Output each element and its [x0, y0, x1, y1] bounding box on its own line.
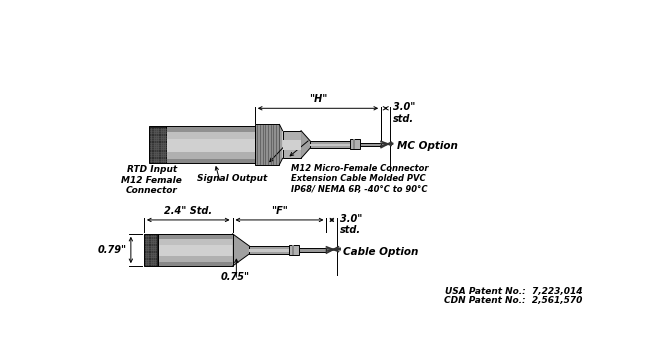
Text: 0.79": 0.79" — [98, 245, 127, 255]
Text: "F": "F" — [271, 206, 288, 216]
Bar — [144, 234, 158, 266]
Bar — [166, 152, 255, 159]
Bar — [291, 245, 294, 255]
Bar — [282, 131, 301, 159]
Bar — [311, 144, 353, 146]
Bar — [158, 256, 232, 262]
Polygon shape — [280, 125, 282, 165]
Bar — [166, 126, 255, 131]
Text: M12 Micro-Female Connector
Extension Cable Molded PVC
IP68/ NEMA 6P, -40°C to 90: M12 Micro-Female Connector Extension Cab… — [291, 164, 428, 193]
Bar — [249, 249, 291, 252]
Text: 0.75": 0.75" — [220, 272, 249, 282]
Bar — [289, 245, 299, 255]
Text: USA Patent No.:  7,223,014: USA Patent No.: 7,223,014 — [445, 287, 583, 296]
Text: MC Option: MC Option — [397, 141, 457, 151]
Bar — [158, 234, 232, 266]
Text: "H": "H" — [309, 95, 327, 105]
Bar — [349, 140, 359, 150]
Polygon shape — [301, 131, 311, 159]
Text: Cable Option: Cable Option — [343, 247, 418, 257]
Text: Signal Output: Signal Output — [197, 174, 268, 183]
Text: CDN Patent No.:  2,561,570: CDN Patent No.: 2,561,570 — [445, 296, 583, 305]
Bar — [158, 245, 232, 256]
Text: 2.4" Std.: 2.4" Std. — [164, 206, 213, 216]
Bar — [359, 142, 381, 146]
Bar — [166, 159, 255, 163]
Polygon shape — [232, 234, 249, 266]
Bar — [158, 262, 232, 266]
Text: 3.0"
std.: 3.0" std. — [340, 214, 362, 235]
Bar — [166, 126, 255, 163]
Bar — [166, 139, 255, 152]
Bar — [158, 234, 232, 238]
Text: 3.0"
std.: 3.0" std. — [393, 102, 415, 124]
Bar — [255, 125, 280, 165]
Bar — [299, 248, 326, 252]
Text: RTD Input
M12 Female
Connector: RTD Input M12 Female Connector — [121, 165, 182, 195]
Bar — [311, 141, 353, 148]
Bar — [353, 140, 355, 150]
Bar — [149, 126, 166, 163]
Bar — [158, 238, 232, 245]
Bar — [166, 131, 255, 139]
Bar — [249, 246, 291, 254]
Bar — [282, 140, 301, 150]
